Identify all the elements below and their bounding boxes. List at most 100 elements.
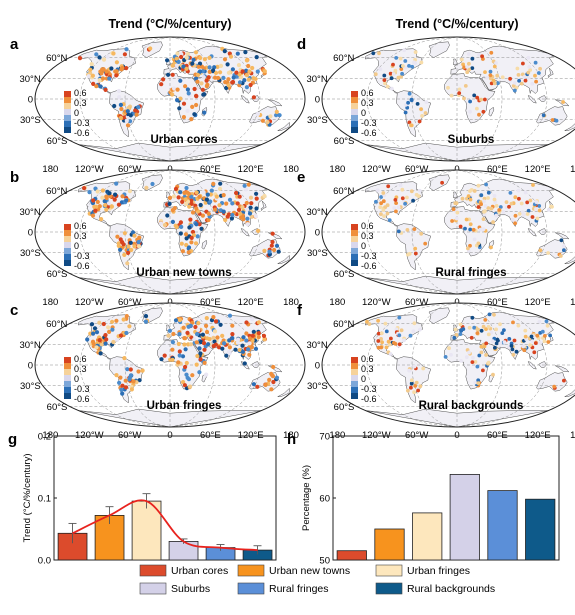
trend-dot — [486, 196, 490, 200]
trend-dot — [99, 217, 104, 222]
trend-dot — [119, 387, 124, 392]
trend-dot — [471, 227, 476, 232]
trend-dot — [417, 119, 422, 124]
trend-dot — [218, 63, 224, 68]
trend-dot — [235, 340, 240, 345]
colorbar-swatch — [64, 387, 71, 393]
trend-dot — [132, 233, 137, 238]
trend-dot — [116, 202, 121, 207]
charts-group: g 0.0 0.1 0.2 Trend (°C/%/century) h 50 60 70 Per… — [8, 431, 560, 567]
trend-dot — [245, 216, 250, 221]
trend-dot — [77, 56, 83, 61]
trend-dot — [558, 254, 563, 258]
trend-dot — [220, 333, 225, 338]
trend-dot — [520, 210, 525, 215]
trend-dot — [485, 76, 489, 80]
trend-dot — [407, 368, 411, 373]
trend-dot — [550, 204, 554, 209]
trend-dot — [227, 313, 233, 318]
map-panel-a: a 60°N 30°N 0 30°S 60°S 180 120°W 60°W 0 60°E 120°E… — [10, 36, 306, 175]
trend-dot — [97, 55, 102, 60]
trend-dot — [465, 65, 469, 69]
trend-dot — [476, 241, 481, 246]
trend-dot — [460, 196, 465, 201]
trend-dot — [221, 209, 226, 214]
trend-dot — [230, 80, 235, 85]
trend-dot — [497, 208, 502, 212]
trend-dot — [116, 243, 121, 248]
land-new-zealand — [564, 255, 575, 264]
legend-item: Urban new towns — [237, 564, 350, 577]
trend-dot — [212, 329, 218, 334]
bar-1 — [374, 528, 405, 561]
trend-dot — [193, 241, 199, 246]
colorbar-tick: 0.6 — [74, 354, 87, 364]
trend-dot — [185, 330, 190, 335]
trend-dot — [176, 195, 181, 200]
trend-dot — [226, 70, 231, 75]
trend-dot — [227, 338, 232, 343]
trend-dot — [492, 197, 497, 202]
map-content — [35, 37, 305, 161]
colorbar-tick: -0.6 — [74, 394, 90, 404]
trend-dot — [194, 340, 199, 345]
trend-dot — [471, 355, 475, 360]
trend-dot — [379, 201, 383, 206]
trend-dot — [188, 384, 193, 389]
colorbar-swatch — [64, 224, 71, 230]
trend-dot — [481, 368, 485, 373]
trend-dot — [419, 60, 424, 65]
colorbar-tick: -0.3 — [361, 118, 377, 128]
trend-dot — [186, 245, 192, 250]
panel-letter-f: f — [297, 302, 303, 319]
trend-dot — [227, 345, 232, 350]
land-new-zealand — [277, 255, 290, 264]
trend-dot — [468, 99, 472, 104]
trend-dot — [240, 205, 245, 210]
trend-dot — [373, 72, 378, 77]
trend-dot — [512, 338, 517, 343]
trend-dot — [120, 65, 125, 71]
trend-dot — [227, 197, 233, 202]
trend-dot — [113, 69, 118, 74]
map-title-a: Urban cores — [150, 134, 217, 146]
land-indonesia-borneo — [538, 361, 547, 369]
trend-dot — [479, 328, 484, 333]
graticule-lon — [366, 37, 458, 161]
trend-dot — [406, 100, 410, 105]
trend-dot — [212, 339, 217, 344]
trend-dot — [194, 362, 199, 367]
legend-swatch — [375, 564, 403, 577]
map-panel-d: d 60°N 30°N 0 30°S 60°S 180 120°W 60°W 0 60°E 120°E… — [297, 36, 575, 175]
graticule-lon — [456, 303, 548, 427]
trend-dot — [470, 360, 475, 364]
trend-dot — [213, 342, 218, 347]
colorbar-swatch — [351, 109, 358, 115]
trend-dot — [206, 211, 211, 216]
trend-dot — [397, 333, 402, 338]
fit-line — [72, 499, 258, 551]
trend-dot — [207, 65, 212, 70]
trend-dot — [197, 222, 202, 227]
trend-dot — [214, 194, 219, 199]
trend-dot — [382, 73, 387, 78]
colorbar-tick: 0.6 — [361, 221, 374, 231]
trend-dot — [97, 78, 102, 83]
lon-label: 120°E — [525, 164, 551, 175]
trend-dot — [178, 96, 183, 101]
trend-dot — [216, 345, 222, 350]
trend-dot — [394, 201, 398, 206]
trend-dot — [516, 73, 521, 77]
colorbar-tick: 0.3 — [361, 364, 374, 374]
trend-dot — [365, 319, 369, 324]
trend-dot — [201, 341, 207, 346]
legend-swatch — [375, 582, 403, 595]
map-title-d: Suburbs — [448, 134, 495, 146]
trend-dot — [249, 214, 254, 219]
trend-dot — [374, 199, 378, 204]
trend-dot — [208, 192, 213, 197]
trend-dot — [195, 79, 200, 84]
trend-dot — [512, 81, 517, 85]
